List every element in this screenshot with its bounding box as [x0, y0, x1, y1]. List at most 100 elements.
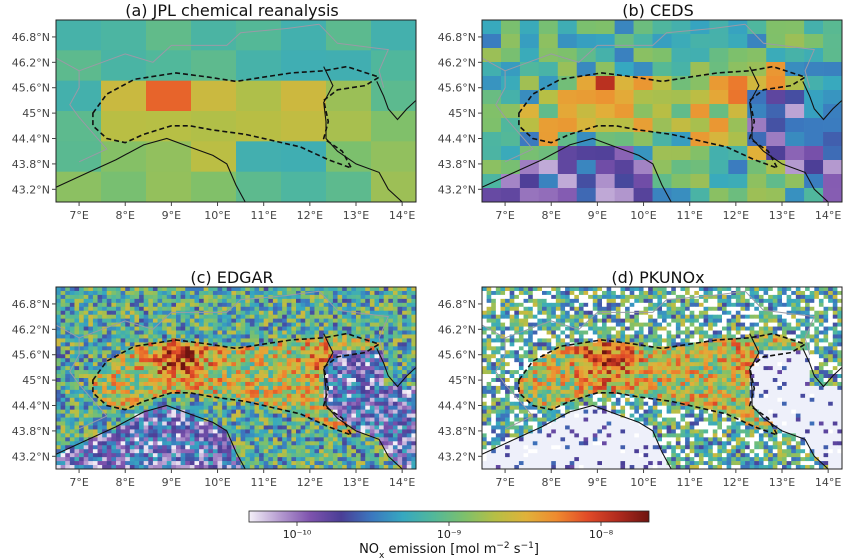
- heatmap-cell: [129, 354, 135, 359]
- heatmap-cell: [79, 457, 85, 462]
- heatmap-cell: [139, 421, 145, 426]
- heatmap-cell: [116, 457, 121, 462]
- heatmap-cell: [402, 389, 408, 395]
- heatmap-cell: [832, 322, 838, 327]
- heatmap-cell: [360, 322, 366, 327]
- heatmap-cell: [65, 314, 71, 320]
- heatmap-cell: [666, 290, 672, 296]
- heatmap-cell: [519, 188, 540, 203]
- heatmap-cell: [356, 290, 361, 296]
- heatmap-cell: [245, 453, 251, 458]
- heatmap-cell: [231, 449, 237, 454]
- heatmap-cell: [166, 298, 172, 304]
- heatmap-cell: [491, 314, 497, 320]
- heatmap-cell: [328, 294, 334, 300]
- heatmap-cell: [785, 174, 805, 189]
- heatmap-cell: [268, 330, 274, 335]
- heatmap-cell: [351, 322, 357, 327]
- heatmap-cell: [726, 306, 732, 312]
- heatmap-cell: [116, 346, 121, 351]
- heatmap-cell: [569, 306, 575, 312]
- heatmap-cell: [726, 287, 732, 292]
- heatmap-cell: [657, 330, 663, 335]
- heatmap-cell: [245, 457, 251, 462]
- heatmap-cell: [374, 378, 380, 383]
- heatmap-cell: [65, 425, 71, 430]
- heatmap-cell: [518, 330, 524, 335]
- heatmap-cell: [397, 385, 403, 391]
- heatmap-cell: [300, 465, 306, 470]
- heatmap-cell: [65, 310, 71, 316]
- heatmap-cell: [116, 350, 121, 355]
- heatmap-cell: [199, 465, 205, 470]
- heatmap-cell: [305, 362, 311, 367]
- heatmap-cell: [342, 461, 348, 466]
- heatmap-cell: [129, 441, 135, 446]
- heatmap-cell: [805, 326, 811, 331]
- heatmap-cell: [79, 465, 85, 470]
- heatmap-cell: [709, 118, 729, 133]
- heatmap-cell: [337, 318, 343, 323]
- heatmap-cell: [786, 290, 792, 296]
- heatmap-cell: [217, 302, 223, 308]
- heatmap-cell: [259, 401, 265, 407]
- heatmap-cell: [282, 326, 288, 331]
- heatmap-cell: [189, 290, 195, 296]
- heatmap-cell: [791, 326, 797, 331]
- heatmap-cell: [782, 322, 787, 327]
- heatmap-cell: [116, 290, 121, 296]
- heatmap-cell: [245, 385, 251, 391]
- heatmap-cell: [766, 34, 786, 49]
- heatmap-cell: [60, 441, 66, 446]
- heatmap-cell: [351, 433, 357, 438]
- heatmap-cell: [245, 465, 251, 470]
- heatmap-cell: [763, 298, 769, 304]
- heatmap-cell: [83, 421, 89, 426]
- heatmap-cell: [171, 318, 177, 323]
- heatmap-cell: [309, 342, 315, 347]
- heatmap-cell: [383, 441, 389, 446]
- heatmap-cell: [305, 401, 311, 407]
- heatmap-cell: [194, 381, 200, 387]
- heatmap-cell: [305, 306, 311, 312]
- heatmap-cell: [731, 294, 737, 300]
- heatmap-cell: [120, 461, 126, 466]
- heatmap-cell: [74, 385, 80, 391]
- heatmap-cell: [116, 298, 121, 304]
- heatmap-cell: [272, 433, 278, 438]
- heatmap-cell: [332, 322, 338, 327]
- heatmap-cell: [374, 318, 380, 323]
- heatmap-cell: [379, 389, 385, 395]
- heatmap-cell: [772, 318, 778, 323]
- heatmap-cell: [365, 465, 371, 470]
- heatmap-cell: [157, 429, 163, 434]
- heatmap-cell: [546, 310, 552, 316]
- heatmap-cell: [277, 338, 283, 343]
- coastline: [802, 81, 843, 121]
- heatmap-cell: [611, 334, 617, 339]
- heatmap-cell: [346, 342, 352, 347]
- heatmap-cell: [397, 322, 403, 327]
- heatmap-cell: [365, 397, 371, 403]
- heatmap-cell: [323, 358, 329, 363]
- heatmap-cell: [690, 76, 710, 91]
- heatmap-cell: [758, 314, 764, 320]
- heatmap-cell: [314, 409, 320, 414]
- heatmap-cell: [538, 20, 559, 35]
- heatmap-cell: [662, 306, 667, 312]
- heatmap-cell: [125, 346, 131, 351]
- heatmap-cell: [60, 429, 66, 434]
- heatmap-cell: [245, 401, 251, 407]
- heatmap-cell: [491, 310, 497, 316]
- heatmap-cell: [383, 413, 389, 418]
- heatmap-cell: [615, 326, 621, 331]
- heatmap-cell: [332, 294, 338, 300]
- heatmap-cell: [314, 314, 320, 320]
- heatmap-cell: [116, 322, 121, 327]
- heatmap-cell: [139, 405, 145, 411]
- heatmap-cell: [578, 322, 584, 327]
- heatmap-cell: [148, 465, 154, 470]
- heatmap-cell: [305, 342, 311, 347]
- heatmap-cell: [111, 366, 117, 371]
- heatmap-cell: [259, 350, 265, 355]
